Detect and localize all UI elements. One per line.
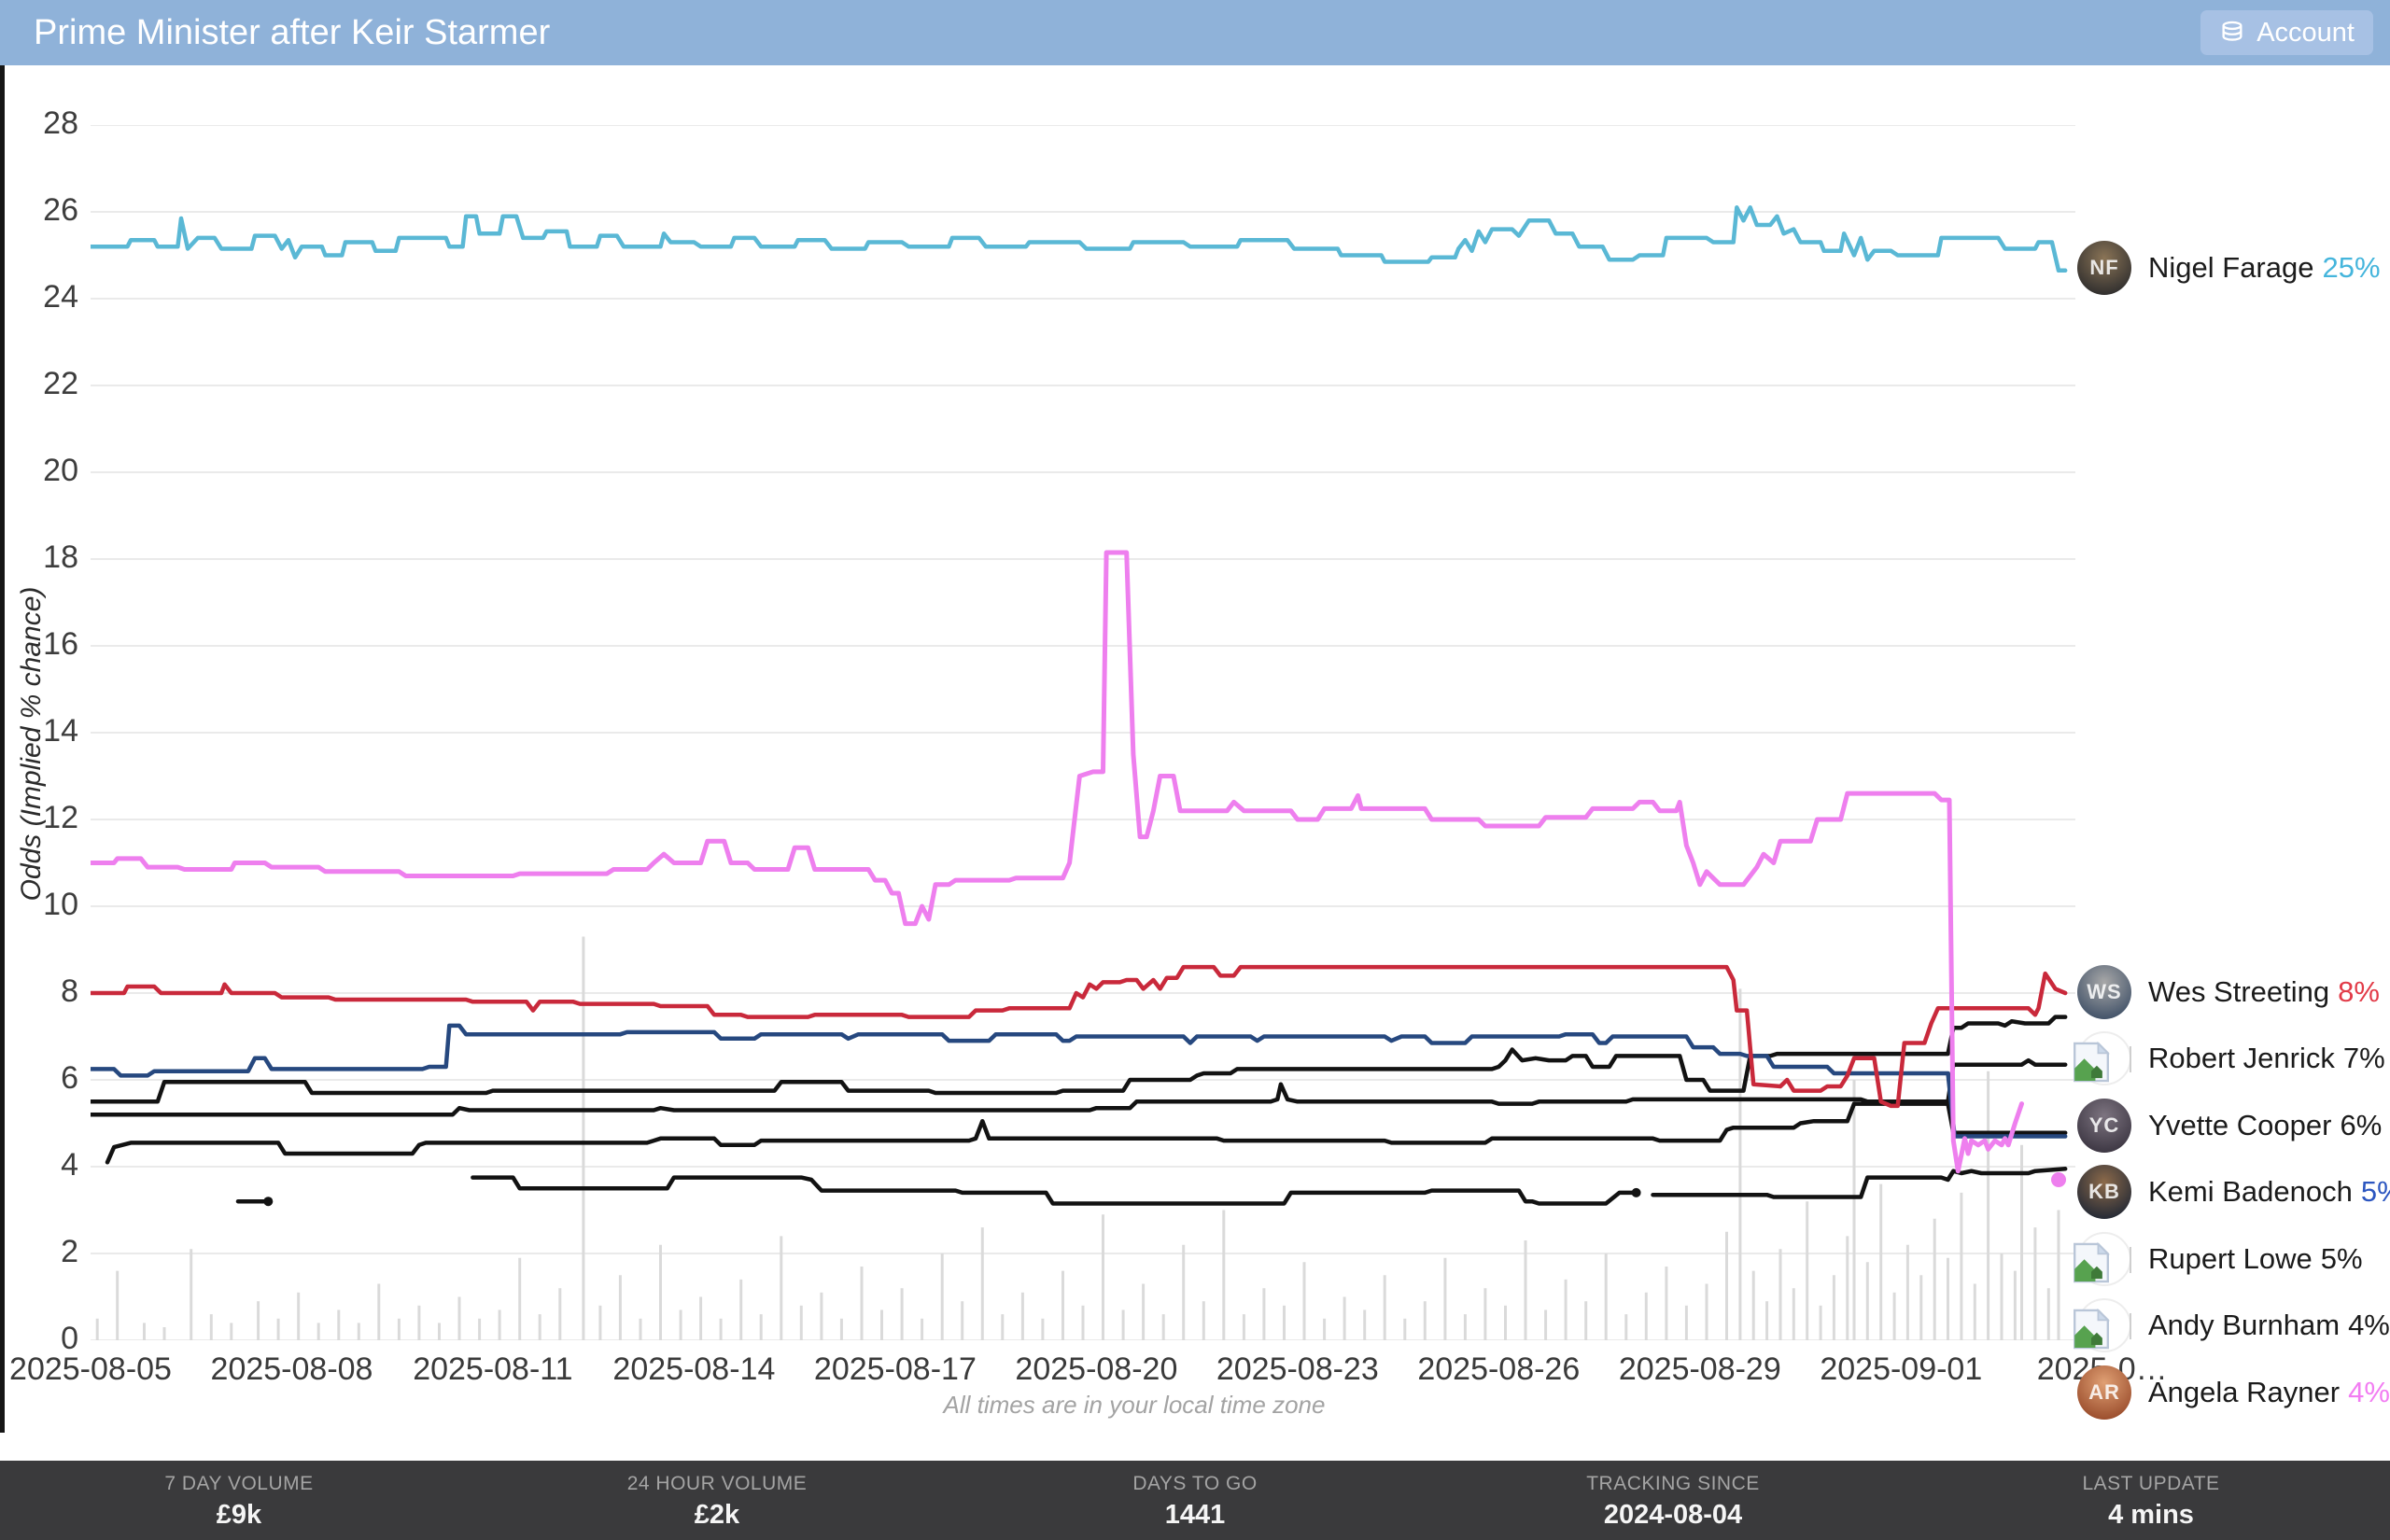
coins-icon bbox=[2222, 21, 2242, 41]
broken-image-icon bbox=[2074, 1298, 2131, 1352]
stat-24-hour-volume: 24 HOUR VOLUME £2k bbox=[478, 1461, 956, 1540]
rayner-last-trade bbox=[2051, 1172, 2066, 1187]
y-tick-label: 6 bbox=[61, 1060, 78, 1096]
candidate-odds: 6% bbox=[2340, 1109, 2383, 1141]
candidate-odds: 5% bbox=[2320, 1242, 2363, 1275]
candidate-avatar: KB bbox=[2077, 1165, 2131, 1219]
y-tick-label: 8 bbox=[61, 973, 78, 1009]
legend-item-rupert-lowe[interactable]: Rupert Lowe 5% bbox=[2074, 1232, 2363, 1286]
y-tick-label: 2 bbox=[61, 1234, 78, 1269]
page-title: Prime Minister after Keir Starmer bbox=[34, 13, 551, 52]
broken-image-icon bbox=[2074, 1031, 2131, 1085]
candidate-name: Angela Rayner bbox=[2148, 1376, 2341, 1408]
stat-label: TRACKING SINCE bbox=[1586, 1473, 1760, 1494]
broken-image-icon bbox=[2074, 1232, 2131, 1286]
burnham-early-last-trade bbox=[263, 1197, 274, 1207]
x-tick-label: 2025-08-23 bbox=[1216, 1351, 1379, 1387]
timezone-note: All times are in your local time zone bbox=[943, 1391, 1326, 1419]
x-tick-label: 2025-08-29 bbox=[1618, 1351, 1781, 1387]
candidate-odds: 5% bbox=[2360, 1175, 2390, 1208]
candidate-odds: 4% bbox=[2348, 1376, 2390, 1408]
candidate-avatar: AR bbox=[2077, 1365, 2131, 1420]
y-tick-label: 12 bbox=[43, 800, 78, 835]
legend-item-yvette-cooper[interactable]: YC Yvette Cooper 6% bbox=[2077, 1099, 2382, 1153]
series-line-angela-rayner bbox=[88, 550, 2024, 1174]
y-tick-label: 22 bbox=[43, 366, 78, 401]
candidate-odds: 8% bbox=[2338, 975, 2380, 1008]
window-edge bbox=[0, 65, 5, 1433]
candidate-odds: 25% bbox=[2322, 251, 2381, 284]
y-tick-label: 24 bbox=[43, 279, 78, 315]
legend-item-angela-rayner[interactable]: AR Angela Rayner 4% bbox=[2077, 1365, 2390, 1420]
header-bar: Prime Minister after Keir Starmer Accoun… bbox=[0, 0, 2390, 65]
series-line-kemi-badenoch bbox=[88, 1023, 2068, 1139]
candidate-name: Nigel Farage bbox=[2148, 251, 2314, 284]
x-tick-label: 2025-08-17 bbox=[813, 1351, 977, 1387]
stat-label: DAYS TO GO bbox=[1132, 1473, 1258, 1494]
stat-days-to-go: DAYS TO GO 1441 bbox=[956, 1461, 1434, 1540]
legend-item-robert-jenrick[interactable]: Robert Jenrick 7% bbox=[2074, 1031, 2385, 1085]
stat-value: 2024-08-04 bbox=[1603, 1500, 1743, 1530]
candidate-avatar: NF bbox=[2077, 241, 2131, 295]
y-tick-label: 18 bbox=[43, 539, 78, 575]
x-tick-label: 2025-09-01 bbox=[1820, 1351, 1983, 1387]
candidate-avatar: WS bbox=[2077, 965, 2131, 1019]
candidate-name: Kemi Badenoch bbox=[2148, 1175, 2353, 1208]
x-tick-label: 2025-08-26 bbox=[1417, 1351, 1581, 1387]
y-tick-label: 26 bbox=[43, 192, 78, 228]
legend-item-wes-streeting[interactable]: WS Wes Streeting 8% bbox=[2077, 965, 2380, 1019]
stat-value: 1441 bbox=[1164, 1500, 1226, 1530]
candidate-odds: 7% bbox=[2342, 1042, 2385, 1074]
series-line-andy-burnham bbox=[471, 1175, 1638, 1206]
stat-7-day-volume: 7 DAY VOLUME £9k bbox=[0, 1461, 478, 1540]
candidate-name: Robert Jenrick bbox=[2148, 1042, 2335, 1074]
stat-label: LAST UPDATE bbox=[2082, 1473, 2220, 1494]
account-button[interactable]: Account bbox=[2200, 10, 2373, 55]
candidate-name: Rupert Lowe bbox=[2148, 1242, 2313, 1275]
series-line-nigel-farage bbox=[88, 205, 2068, 273]
candidate-odds: 4% bbox=[2348, 1309, 2390, 1341]
candidate-name: Wes Streeting bbox=[2148, 975, 2330, 1008]
y-tick-label: 4 bbox=[61, 1147, 78, 1183]
x-tick-label: 2025-08-11 bbox=[413, 1351, 573, 1387]
burnham-mid-last-trade bbox=[1631, 1187, 1641, 1197]
footer-stats-bar: 7 DAY VOLUME £9k 24 HOUR VOLUME £2k DAYS TO … bbox=[0, 1461, 2390, 1540]
y-tick-label: 28 bbox=[43, 105, 78, 141]
odds-chart[interactable] bbox=[88, 124, 2075, 1341]
x-tick-label: 2025-08-20 bbox=[1015, 1351, 1178, 1387]
candidate-avatar: YC bbox=[2077, 1099, 2131, 1153]
candidate-name: Andy Burnham bbox=[2148, 1309, 2341, 1341]
y-tick-label: 20 bbox=[43, 453, 78, 488]
stat-last-update: LAST UPDATE 4 mins bbox=[1912, 1461, 2390, 1540]
y-tick-label: 10 bbox=[43, 887, 78, 922]
x-tick-label: 2025-08-14 bbox=[612, 1351, 776, 1387]
stat-value: £9k bbox=[216, 1500, 262, 1530]
x-tick-label: 2025-08-08 bbox=[210, 1351, 373, 1387]
series-line-rupert-lowe bbox=[105, 1101, 2068, 1165]
stat-label: 24 HOUR VOLUME bbox=[626, 1473, 808, 1494]
candidate-name: Yvette Cooper bbox=[2148, 1109, 2332, 1141]
x-tick-label: 2025-08-05 bbox=[9, 1351, 172, 1387]
series-line-wes-streeting bbox=[88, 964, 2068, 1109]
y-tick-label: 14 bbox=[43, 713, 78, 749]
legend-item-andy-burnham[interactable]: Andy Burnham 4% bbox=[2074, 1298, 2390, 1352]
stat-value: 4 mins bbox=[2108, 1500, 2194, 1530]
y-tick-label: 0 bbox=[61, 1321, 78, 1356]
stat-label: 7 DAY VOLUME bbox=[164, 1473, 314, 1494]
account-button-label: Account bbox=[2256, 17, 2355, 48]
legend-item-nigel-farage[interactable]: NF Nigel Farage 25% bbox=[2077, 241, 2381, 295]
series-line-andy-burnham bbox=[1651, 1167, 2068, 1199]
y-tick-label: 16 bbox=[43, 626, 78, 662]
stat-value: £2k bbox=[694, 1500, 740, 1530]
stat-tracking-since: TRACKING SINCE 2024-08-04 bbox=[1434, 1461, 1912, 1540]
